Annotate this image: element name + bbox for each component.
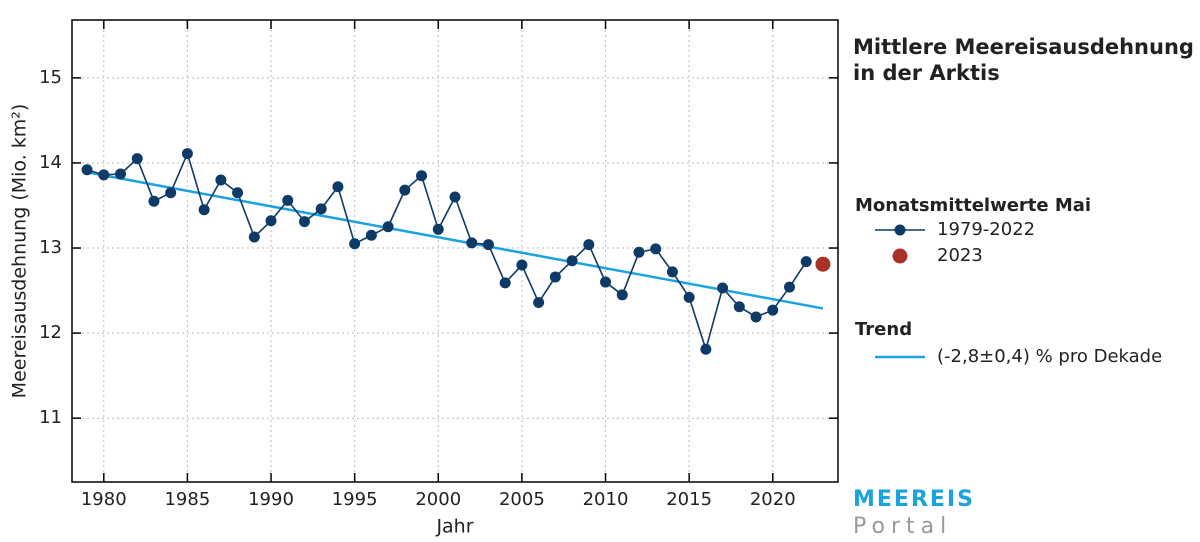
data-point [232, 187, 244, 199]
y-tick-label: 11 [39, 407, 62, 428]
data-point [700, 343, 712, 355]
legend-marker [894, 224, 906, 236]
legend-marker [892, 248, 908, 264]
x-tick-label: 2020 [750, 489, 796, 510]
data-point [382, 221, 394, 233]
x-tick-label: 1980 [81, 489, 127, 510]
data-point [215, 174, 227, 186]
legend-label: 2023 [937, 245, 983, 266]
x-tick-label: 1990 [248, 489, 294, 510]
trend-line [86, 171, 824, 310]
data-point [482, 239, 494, 251]
data-point [98, 169, 110, 181]
data-point [81, 164, 93, 176]
x-tick-label: 1985 [164, 489, 210, 510]
x-tick-label: 2000 [415, 489, 461, 510]
data-point [115, 168, 127, 180]
data-point [733, 301, 745, 313]
logo-text: Portal [853, 514, 952, 539]
data-point [282, 194, 294, 206]
data-point [332, 181, 344, 193]
y-tick-label: 15 [39, 67, 62, 88]
data-point [131, 153, 143, 165]
legend-label: 1979-2022 [937, 219, 1035, 240]
data-point [583, 239, 595, 251]
data-point [499, 277, 511, 289]
data-point [633, 246, 645, 258]
legend-heading: Trend [855, 319, 912, 340]
data-point [800, 256, 812, 268]
x-tick-label: 2015 [666, 489, 712, 510]
x-tick-label: 1995 [332, 489, 378, 510]
x-axis-label: Jahr [435, 516, 473, 538]
data-point [566, 255, 578, 267]
data-point [365, 229, 377, 241]
data-point [717, 282, 729, 294]
data-point [516, 259, 528, 271]
data-point [449, 191, 461, 203]
y-tick-label: 13 [39, 237, 62, 258]
data-point [616, 289, 628, 301]
data-point [198, 204, 210, 216]
data-point [783, 281, 795, 293]
data-point [248, 231, 260, 243]
data-point [349, 238, 361, 250]
y-tick-label: 14 [39, 152, 62, 173]
plot-frame [71, 19, 839, 483]
data-point [533, 296, 545, 308]
data-point [165, 187, 177, 199]
data-point [650, 243, 662, 255]
data-line [86, 151, 807, 353]
data-point [399, 184, 411, 196]
data-point [600, 276, 612, 288]
legend-label: (-2,8±0,4) % pro Dekade [937, 346, 1162, 367]
data-point [298, 216, 310, 228]
logo-text: MEEREIS [853, 487, 975, 512]
data-point [432, 223, 444, 235]
data-point [683, 291, 695, 303]
data-point [416, 170, 428, 182]
chart-title: Mittlere Meereisausdehnung [853, 35, 1194, 59]
x-tick-label: 2005 [499, 489, 545, 510]
data-point [549, 271, 561, 283]
y-axis-label: Meereisausdehnung (Mio. km²) [9, 104, 31, 399]
chart-title: in der Arktis [853, 61, 1000, 85]
legend-heading: Monatsmittelwerte Mai [855, 195, 1091, 216]
data-point [666, 266, 678, 278]
data-point [265, 215, 277, 227]
data-point [815, 256, 831, 272]
data-point [750, 311, 762, 323]
data-point [466, 237, 478, 249]
data-point [148, 195, 160, 207]
x-tick-label: 2010 [583, 489, 629, 510]
data-point [181, 148, 193, 160]
data-point [767, 304, 779, 316]
y-tick-label: 12 [39, 322, 62, 343]
data-point [315, 203, 327, 215]
